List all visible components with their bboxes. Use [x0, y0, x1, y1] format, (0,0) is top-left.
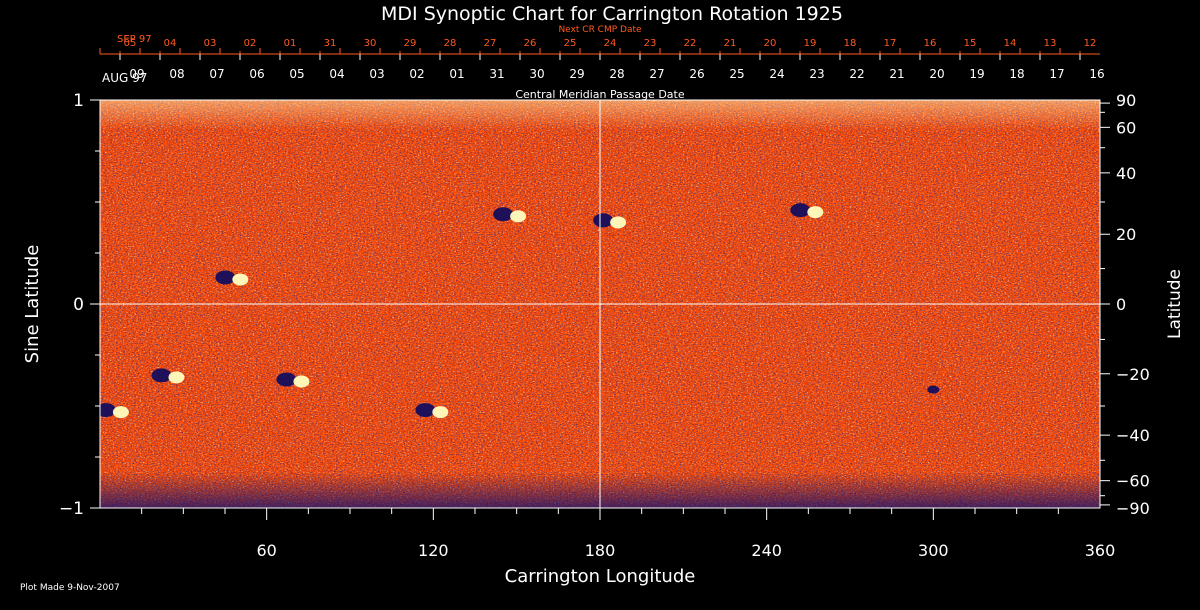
negative-flux-spot — [415, 403, 436, 418]
cmp-day-label: 01 — [449, 67, 464, 81]
y-right-tick-label: −20 — [1116, 365, 1150, 384]
next-cr-day-label: 01 — [284, 38, 297, 49]
negative-flux-spot — [100, 403, 116, 418]
y-left-axis-label: Sine Latitude — [22, 245, 43, 364]
negative-flux-spot — [276, 372, 297, 387]
cmp-day-label: 04 — [329, 67, 344, 81]
x-tick-label: 120 — [418, 541, 449, 560]
next-cr-day-label: 25 — [564, 38, 577, 49]
cmp-day-label: 25 — [729, 67, 744, 81]
next-cr-day-label: 02 — [244, 38, 257, 49]
positive-flux-spot — [610, 216, 627, 229]
cmp-day-label: 30 — [529, 67, 544, 81]
cmp-start-label: AUG 97 — [102, 71, 147, 85]
y-right-tick-label: 0 — [1116, 295, 1126, 314]
y-right-tick-label: 40 — [1116, 164, 1136, 183]
y-left-tick-label: 1 — [73, 91, 84, 111]
y-left-tick-label: 0 — [73, 295, 84, 315]
next-cr-day-label: 15 — [964, 38, 977, 49]
next-cr-day-label: 29 — [404, 38, 417, 49]
negative-flux-spot — [215, 270, 236, 285]
cmp-day-label: 27 — [649, 67, 664, 81]
negative-flux-spot — [593, 213, 614, 228]
next-cr-day-label: 14 — [1004, 38, 1017, 49]
next-cr-start-label: SEP 97 — [117, 34, 152, 45]
positive-flux-spot — [293, 375, 310, 388]
positive-flux-spot — [112, 406, 129, 419]
next-cr-day-label: 18 — [844, 38, 857, 49]
next-cr-day-label: 28 — [444, 38, 457, 49]
next-cr-day-label: 05 — [124, 38, 137, 49]
next-cr-day-label: 31 — [324, 38, 337, 49]
cmp-day-label: 02 — [409, 67, 424, 81]
cmp-day-label: 31 — [489, 67, 504, 81]
y-left-tick-label: −1 — [59, 499, 84, 519]
next-cr-day-label: 26 — [524, 38, 537, 49]
cmp-day-label: 16 — [1089, 67, 1104, 81]
negative-flux-spot — [493, 207, 514, 222]
cmp-day-label: 24 — [769, 67, 784, 81]
next-cr-day-label: 23 — [644, 38, 657, 49]
x-tick-label: 240 — [751, 541, 782, 560]
cmp-day-label: 23 — [809, 67, 824, 81]
cmp-day-label: 21 — [889, 67, 904, 81]
cmp-day-label: 05 — [289, 67, 304, 81]
positive-flux-spot — [510, 210, 527, 223]
next-cr-day-label: 17 — [884, 38, 897, 49]
cmp-label: Central Meridian Passage Date — [515, 88, 684, 101]
next-cr-day-label: 27 — [484, 38, 497, 49]
x-tick-label: 300 — [918, 541, 949, 560]
cmp-day-label: 17 — [1049, 67, 1064, 81]
negative-flux-spot — [151, 368, 172, 383]
y-right-tick-label: 20 — [1116, 225, 1136, 244]
cmp-day-label: 06 — [249, 67, 264, 81]
next-cr-day-label: 21 — [724, 38, 737, 49]
next-cr-day-label: 12 — [1084, 38, 1097, 49]
cmp-day-label: 09 — [129, 67, 144, 81]
next-cr-day-label: 13 — [1044, 38, 1057, 49]
positive-flux-spot — [432, 406, 449, 419]
next-cr-day-label: 30 — [364, 38, 377, 49]
positive-flux-spot — [232, 273, 249, 286]
cmp-day-label: 22 — [849, 67, 864, 81]
cmp-day-label: 29 — [569, 67, 584, 81]
next-cr-day-label: 20 — [764, 38, 777, 49]
next-cr-label: Next CR CMP Date — [558, 25, 642, 35]
cmp-day-label: 28 — [609, 67, 624, 81]
y-right-tick-label: 90 — [1116, 91, 1136, 110]
plot-made-note: Plot Made 9-Nov-2007 — [20, 583, 120, 593]
next-cr-day-label: 03 — [204, 38, 217, 49]
negative-flux-spot — [790, 203, 811, 218]
next-cr-day-label: 19 — [804, 38, 817, 49]
chart-title: MDI Synoptic Chart for Carrington Rotati… — [381, 3, 843, 25]
y-right-tick-label: −90 — [1116, 499, 1150, 518]
y-right-tick-label: 60 — [1116, 118, 1136, 137]
next-cr-day-label: 22 — [684, 38, 697, 49]
cmp-day-label: 03 — [369, 67, 384, 81]
negative-flux-spot — [927, 385, 940, 394]
positive-flux-spot — [168, 371, 185, 384]
x-tick-label: 360 — [1085, 541, 1116, 560]
positive-flux-spot — [807, 206, 824, 219]
cmp-day-label: 08 — [169, 67, 184, 81]
cmp-day-label: 18 — [1009, 67, 1024, 81]
y-right-tick-label: −60 — [1116, 472, 1150, 491]
y-right-axis-label: Latitude — [1165, 269, 1185, 339]
x-axis-label: Carrington Longitude — [505, 566, 696, 587]
cmp-day-label: 20 — [929, 67, 944, 81]
y-right-tick-label: −40 — [1116, 426, 1150, 445]
x-tick-label: 60 — [256, 541, 276, 560]
x-tick-label: 180 — [585, 541, 616, 560]
cmp-day-label: 19 — [969, 67, 984, 81]
next-cr-day-label: 24 — [604, 38, 617, 49]
next-cr-day-label: 04 — [164, 38, 177, 49]
next-cr-day-label: 16 — [924, 38, 937, 49]
cmp-day-label: 26 — [689, 67, 704, 81]
cmp-day-label: 07 — [209, 67, 224, 81]
